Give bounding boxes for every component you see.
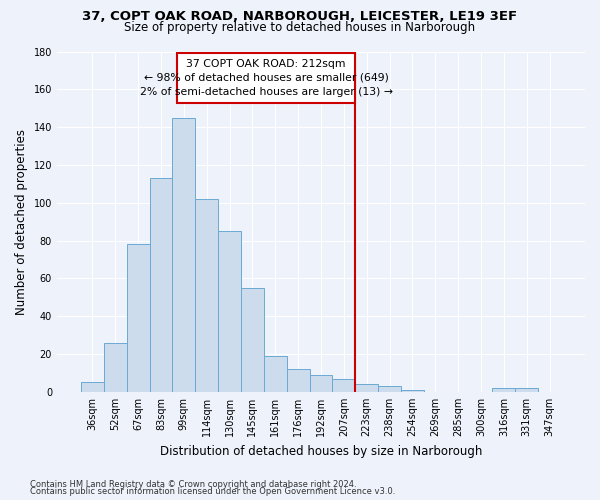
Bar: [81, 382, 104, 392]
Bar: [241, 288, 264, 392]
Bar: [332, 378, 355, 392]
Bar: [195, 199, 218, 392]
Bar: [355, 384, 378, 392]
Bar: [149, 178, 172, 392]
Bar: [310, 375, 332, 392]
Bar: [104, 343, 127, 392]
Text: Size of property relative to detached houses in Narborough: Size of property relative to detached ho…: [124, 21, 476, 34]
Bar: [515, 388, 538, 392]
X-axis label: Distribution of detached houses by size in Narborough: Distribution of detached houses by size …: [160, 444, 482, 458]
Bar: [378, 386, 401, 392]
Y-axis label: Number of detached properties: Number of detached properties: [15, 128, 28, 314]
Text: 37, COPT OAK ROAD, NARBOROUGH, LEICESTER, LE19 3EF: 37, COPT OAK ROAD, NARBOROUGH, LEICESTER…: [82, 10, 518, 23]
FancyBboxPatch shape: [177, 54, 355, 102]
Bar: [493, 388, 515, 392]
Bar: [401, 390, 424, 392]
Text: 37 COPT OAK ROAD: 212sqm
← 98% of detached houses are smaller (649)
2% of semi-d: 37 COPT OAK ROAD: 212sqm ← 98% of detach…: [140, 59, 392, 97]
Bar: [218, 231, 241, 392]
Bar: [264, 356, 287, 392]
Text: Contains HM Land Registry data © Crown copyright and database right 2024.: Contains HM Land Registry data © Crown c…: [30, 480, 356, 489]
Bar: [172, 118, 195, 392]
Text: Contains public sector information licensed under the Open Government Licence v3: Contains public sector information licen…: [30, 487, 395, 496]
Bar: [127, 244, 149, 392]
Bar: [287, 369, 310, 392]
